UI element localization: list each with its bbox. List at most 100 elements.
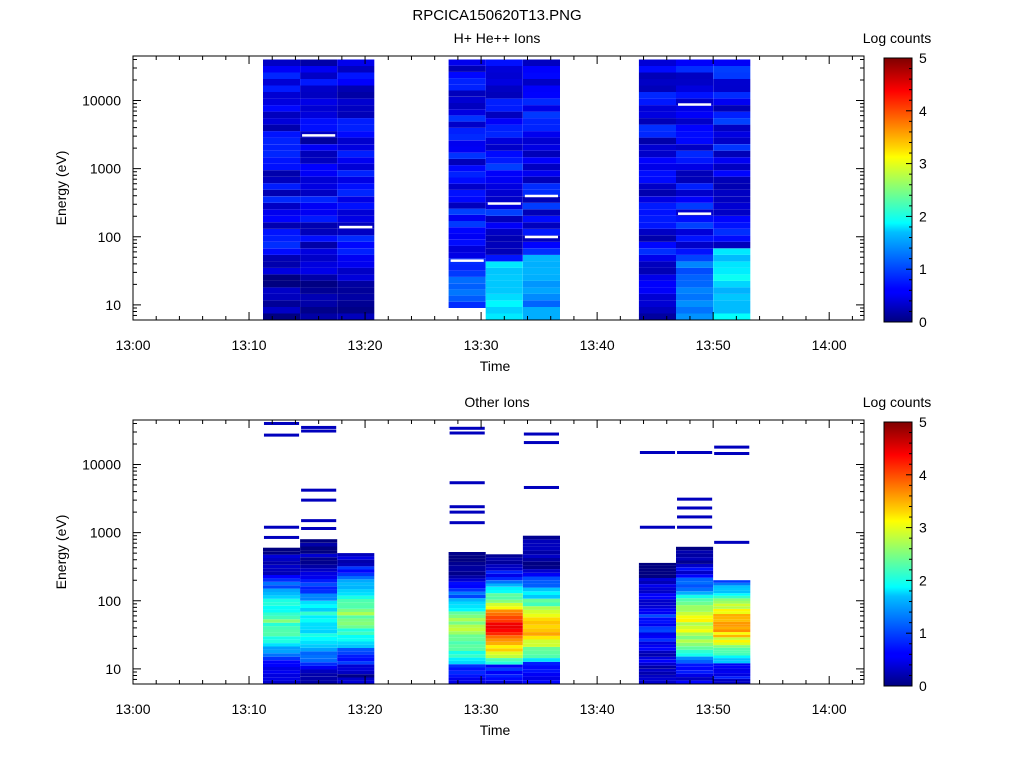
energy-bin xyxy=(676,660,714,664)
colorbar-tick-label: 4 xyxy=(919,103,927,119)
colorbar-tick-label: 2 xyxy=(919,208,927,224)
energy-bin xyxy=(337,59,375,66)
energy-bin xyxy=(448,177,486,184)
energy-bin xyxy=(713,313,751,320)
energy-bin xyxy=(263,92,301,99)
time-column xyxy=(522,59,560,320)
energy-bin xyxy=(263,144,301,151)
energy-bin xyxy=(300,79,338,86)
energy-bin xyxy=(713,634,751,638)
energy-bin xyxy=(263,85,301,92)
energy-bin xyxy=(713,72,751,79)
time-column xyxy=(713,445,751,684)
energy-bin xyxy=(448,227,486,234)
energy-bin xyxy=(448,252,486,259)
panel-title: H+ He++ Ions xyxy=(454,30,541,46)
energy-bin xyxy=(448,634,486,638)
energy-bin xyxy=(337,150,375,158)
energy-bin xyxy=(676,646,714,650)
colorbar-tick-label: 2 xyxy=(919,572,927,588)
energy-bin xyxy=(713,611,751,614)
energy-bin xyxy=(263,105,301,112)
energy-bin xyxy=(263,547,301,552)
energy-bin xyxy=(676,622,714,626)
energy-bin xyxy=(676,632,714,636)
energy-bin xyxy=(300,550,338,554)
energy-bin xyxy=(522,661,560,666)
energy-bin xyxy=(485,554,523,558)
energy-bin xyxy=(676,183,714,190)
energy-bin xyxy=(448,295,486,302)
energy-bin xyxy=(638,235,676,242)
energy-bin xyxy=(485,170,523,177)
energy-bin xyxy=(522,669,560,673)
energy-bin xyxy=(448,239,486,246)
energy-bin xyxy=(337,582,375,586)
energy-bin xyxy=(522,665,560,670)
energy-bin xyxy=(263,615,301,620)
y-axis-label: Energy (eV) xyxy=(53,151,69,226)
energy-bin xyxy=(263,267,301,275)
energy-bin xyxy=(263,595,301,599)
energy-bin xyxy=(263,176,301,184)
energy-bin xyxy=(676,196,714,203)
energy-bin xyxy=(337,657,375,662)
energy-bin xyxy=(522,565,560,570)
energy-bin xyxy=(638,626,676,630)
y-tick-label: 10 xyxy=(105,297,121,313)
energy-bin xyxy=(448,585,486,589)
energy-bin xyxy=(300,261,338,268)
energy-bin xyxy=(522,196,560,203)
energy-bin xyxy=(638,228,676,236)
energy-bin xyxy=(676,615,714,619)
energy-bin xyxy=(676,274,714,281)
energy-bin xyxy=(485,59,523,66)
energy-bin xyxy=(713,673,751,677)
energy-bin xyxy=(448,565,486,569)
energy-bin xyxy=(300,300,338,307)
energy-bin xyxy=(638,656,676,660)
energy-bin xyxy=(638,254,676,262)
spectrogram-plot xyxy=(263,59,751,320)
energy-bin xyxy=(638,144,676,151)
energy-bin xyxy=(638,659,676,663)
sparse-count-line xyxy=(449,510,485,514)
energy-bin xyxy=(485,667,523,671)
energy-bin xyxy=(522,157,560,164)
energy-bin xyxy=(713,261,751,268)
energy-bin xyxy=(522,621,560,625)
energy-bin xyxy=(676,261,714,268)
energy-bin xyxy=(638,681,676,684)
energy-bin xyxy=(485,163,523,171)
energy-bin xyxy=(522,646,560,651)
energy-bin xyxy=(300,637,338,641)
energy-bin xyxy=(337,137,375,145)
energy-bin xyxy=(263,79,301,86)
energy-bin xyxy=(522,267,560,275)
energy-bin xyxy=(337,572,375,577)
energy-bin xyxy=(676,118,714,125)
energy-bin xyxy=(448,657,486,661)
energy-bin xyxy=(263,157,301,164)
energy-bin xyxy=(300,579,338,583)
energy-bin xyxy=(263,189,301,197)
energy-bin xyxy=(713,660,751,664)
energy-bin xyxy=(638,241,676,249)
energy-bin xyxy=(485,664,523,668)
energy-bin xyxy=(337,202,375,210)
energy-bin xyxy=(676,653,714,657)
energy-bin xyxy=(522,280,560,288)
y-tick-label: 1000 xyxy=(90,525,121,541)
energy-bin xyxy=(300,644,338,648)
energy-bin xyxy=(522,572,560,577)
time-column xyxy=(448,59,486,308)
energy-bin xyxy=(263,653,301,657)
energy-bin xyxy=(676,111,714,119)
energy-bin xyxy=(263,558,301,562)
energy-bin xyxy=(638,644,676,648)
panel-title: Other Ions xyxy=(464,394,529,410)
sparse-count-line xyxy=(714,452,750,456)
energy-bin xyxy=(337,661,375,665)
energy-bin xyxy=(300,241,338,249)
energy-bin xyxy=(337,118,375,125)
